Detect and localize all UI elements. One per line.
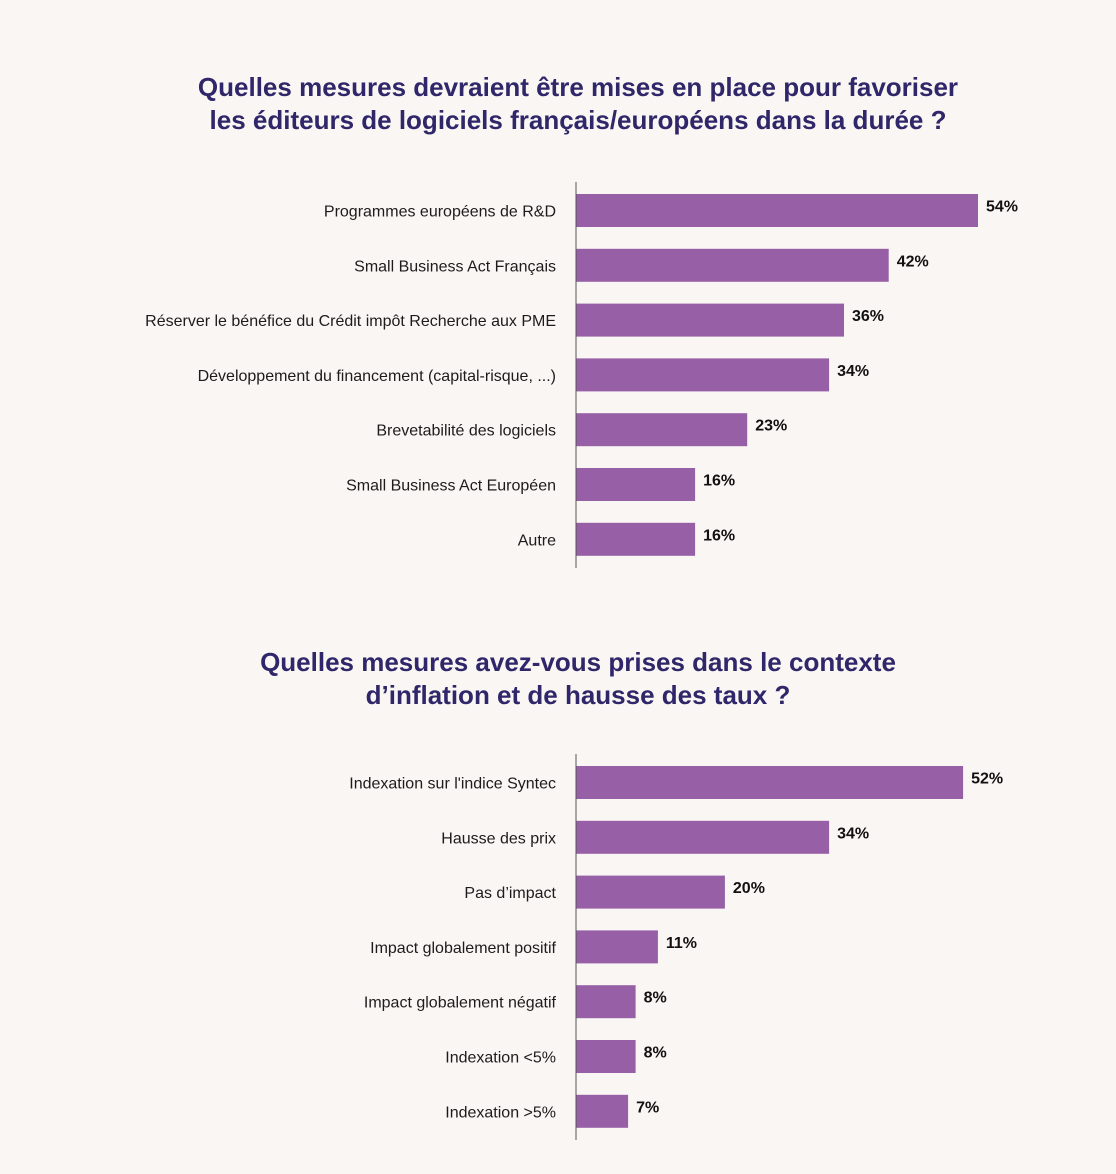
category-label: Brevetabilité des logiciels	[376, 423, 556, 440]
category-label: Small Business Act Européen	[346, 478, 556, 495]
category-label: Indexation sur l'indice Syntec	[349, 776, 556, 793]
value-label: 8%	[644, 1045, 667, 1062]
chart-title-line-2: les éditeurs de logiciels français/europ…	[209, 105, 947, 135]
bar	[576, 522, 696, 556]
category-label: Développement du financement (capital-ri…	[198, 368, 556, 385]
value-label: 20%	[733, 880, 765, 897]
value-label: 16%	[703, 473, 735, 490]
value-label: 42%	[897, 253, 929, 270]
category-label: Pas d’impact	[464, 885, 556, 902]
bar	[576, 875, 725, 909]
chart-measures-favor-editors: Quelles mesures devraient être mises en …	[0, 71, 1116, 568]
bar	[576, 413, 748, 447]
category-label: Indexation >5%	[445, 1104, 556, 1121]
value-label: 23%	[755, 418, 787, 435]
category-label: Autre	[518, 532, 556, 549]
value-label: 8%	[644, 990, 667, 1007]
category-label: Small Business Act Français	[354, 258, 556, 275]
bar	[576, 194, 978, 227]
value-label: 11%	[666, 935, 697, 952]
value-label: 16%	[703, 527, 735, 544]
chart-title-line-1: Quelles mesures avez-vous prises dans le…	[260, 647, 896, 677]
bar-plot: Indexation sur l'indice Syntec 52% Hausse …	[349, 754, 1003, 1140]
bar	[576, 820, 830, 854]
value-label: 54%	[986, 199, 1018, 216]
category-label: Impact globalement positif	[370, 940, 556, 957]
category-label: Réserver le bénéfice du Crédit impôt Rec…	[145, 313, 556, 330]
category-label: Hausse des prix	[441, 830, 556, 847]
bar-plot: Programmes européens de R&D 54% Small Busi…	[145, 182, 1018, 568]
value-label: 52%	[971, 771, 1003, 788]
chart-title: Quelles mesures devraient être mises en …	[0, 71, 1116, 137]
chart-title-line-2: d’inflation et de hausse des taux ?	[365, 680, 791, 710]
bar	[576, 303, 844, 337]
value-label: 34%	[837, 825, 869, 842]
category-label: Impact globalement négatif	[364, 995, 557, 1012]
value-label: 34%	[837, 363, 869, 380]
category-label: Programmes européens de R&D	[324, 204, 556, 221]
bar	[576, 766, 964, 799]
bar	[576, 358, 830, 392]
category-label: Indexation <5%	[445, 1050, 556, 1067]
chart-title-line-1: Quelles mesures devraient être mises en …	[197, 72, 959, 102]
value-label: 36%	[852, 308, 884, 325]
bar	[576, 468, 696, 501]
bar	[576, 985, 636, 1019]
chart-title: Quelles mesures avez-vous prises dans le…	[0, 646, 1116, 712]
bar	[576, 1094, 629, 1128]
bar	[576, 1040, 636, 1073]
bar	[576, 930, 658, 964]
bar	[576, 248, 889, 282]
value-label: 7%	[636, 1099, 659, 1116]
chart-inflation-measures: Quelles mesures avez-vous prises dans le…	[0, 600, 1116, 1174]
